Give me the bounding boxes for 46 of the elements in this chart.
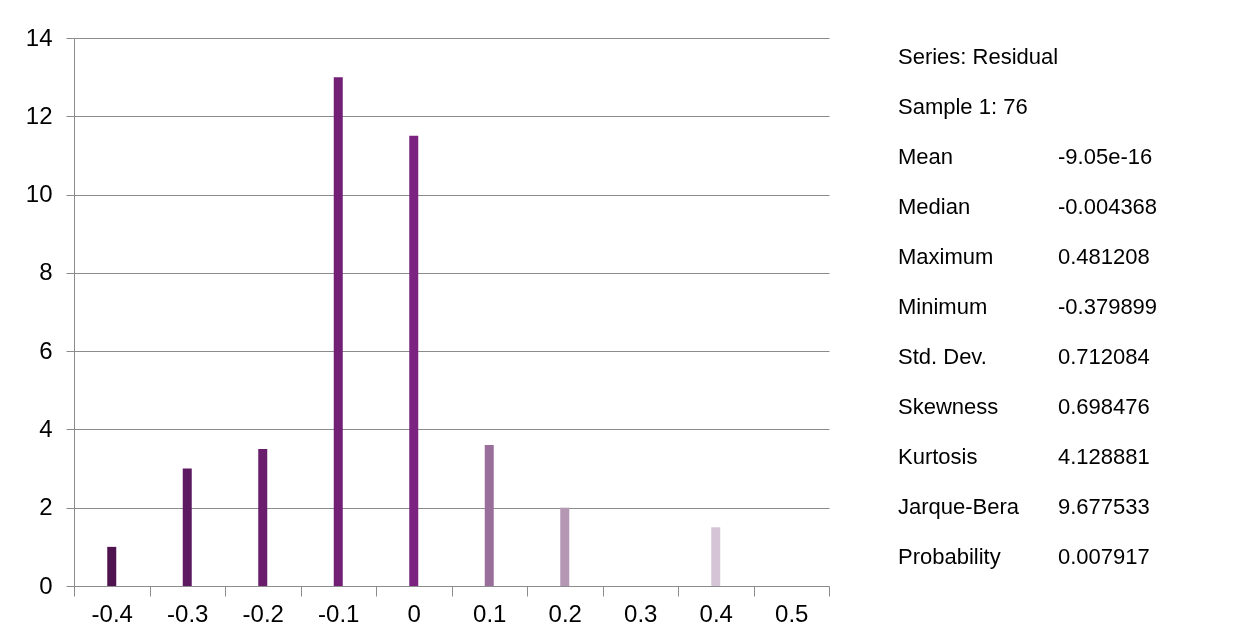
text: 9.677533	[1058, 494, 1150, 519]
bar	[711, 527, 721, 586]
x-tick-label: 0.2	[548, 599, 582, 627]
y-tick-label: 0	[39, 571, 53, 599]
x-tick-label: -0.3	[167, 599, 209, 627]
x-tick-label: 0.3	[624, 599, 658, 627]
y-tick-label: 8	[39, 258, 53, 286]
x-tick-label: 0	[407, 599, 421, 627]
bar	[107, 546, 117, 586]
text: Kurtosis	[898, 444, 978, 469]
text: Jarque-Bera	[898, 494, 1020, 519]
text: -0.004368	[1058, 194, 1158, 219]
text: Mean	[898, 144, 954, 169]
x-tick-label: 0.4	[699, 599, 733, 627]
text: 0.007917	[1058, 544, 1150, 569]
text: 0.712084	[1058, 344, 1150, 369]
y-tick-label: 12	[25, 101, 53, 129]
text: Series: Residual	[898, 44, 1059, 69]
text: Std. Dev.	[898, 344, 987, 369]
bar	[258, 449, 268, 586]
text: Minimum	[898, 294, 988, 319]
y-tick-label: 10	[25, 180, 53, 208]
text: Median	[898, 194, 971, 219]
text: Sample 1: 76	[898, 94, 1028, 119]
x-tick-label: -0.2	[242, 599, 284, 627]
bar	[182, 468, 192, 586]
bar	[484, 445, 494, 586]
text: 0.698476	[1058, 394, 1150, 419]
bar	[560, 507, 570, 586]
text: 0.481208	[1058, 244, 1150, 269]
text: -9.05e-16	[1058, 144, 1153, 169]
text: 4.128881	[1058, 444, 1150, 469]
y-tick-label: 4	[39, 414, 53, 442]
x-tick-label: -0.4	[91, 599, 133, 627]
y-tick-label: 14	[25, 23, 53, 51]
text: -0.379899	[1058, 294, 1158, 319]
x-tick-label: -0.1	[318, 599, 360, 627]
x-tick-label: 0.1	[473, 599, 507, 627]
text: Maximum	[898, 244, 994, 269]
y-tick-label: 2	[39, 493, 53, 521]
text: Probability	[898, 544, 1001, 569]
bar	[333, 77, 343, 586]
y-tick-label: 6	[39, 336, 53, 364]
bar	[409, 135, 419, 586]
x-tick-label: 0.5	[775, 599, 809, 627]
text: Skewness	[898, 394, 999, 419]
